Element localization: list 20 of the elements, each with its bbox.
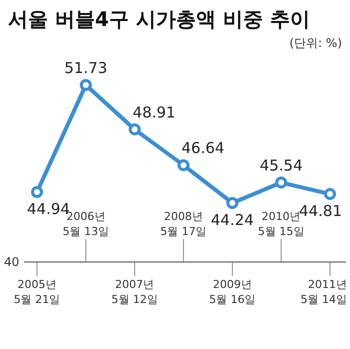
text: 40	[4, 255, 20, 270]
point	[31, 186, 43, 198]
point	[226, 197, 238, 209]
chart-subtitle: (단위: %)	[289, 36, 342, 50]
x-tick-label: 2011년 5월 14일	[300, 278, 347, 306]
x-tick-label: 2005년 5월 21일	[14, 278, 60, 306]
data-label: 44.24	[210, 211, 254, 229]
data-label: 48.91	[132, 103, 176, 122]
data-label: 51.73	[64, 59, 108, 77]
point	[80, 79, 92, 91]
data-label: 46.64	[182, 139, 224, 158]
data-label: 45.54	[260, 156, 303, 175]
x-tick-label: 2007년 5월 12일	[111, 278, 158, 306]
x-tick-label: 2008년 5월 17일	[160, 210, 207, 238]
point	[275, 176, 288, 189]
x-tick-label: 2009년 5월 16일	[209, 278, 256, 306]
point	[128, 123, 141, 136]
chart-title: 서울 버블4구 시가총액 비중 추이	[8, 7, 310, 31]
point	[324, 188, 336, 200]
point	[178, 159, 190, 172]
